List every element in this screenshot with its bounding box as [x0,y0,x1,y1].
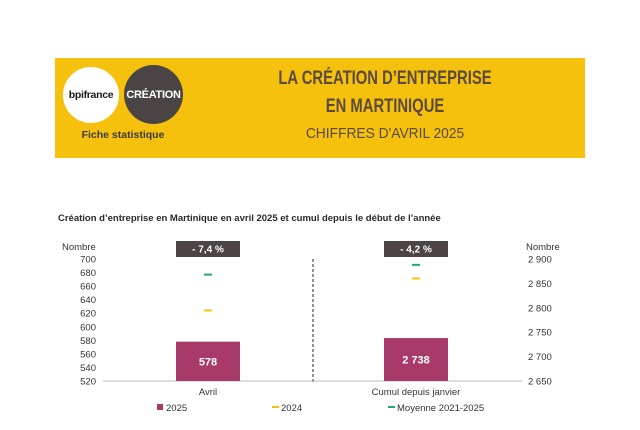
change-badge [176,241,240,257]
left-axis-label: Nombre [62,242,96,253]
change-badge-text: - 4,2 % [400,245,432,256]
right-axis-label: Nombre [526,242,560,253]
page-subtitle: CHIFFRES D'AVRIL 2025 [305,125,465,142]
creation-logo: CRÉATION [124,65,183,124]
right-tick-label: 2 850 [528,279,552,290]
legend-label-2024: 2024 [281,403,302,414]
creation-logo-text: CRÉATION [126,88,181,101]
legend-label-2025: 2025 [166,403,187,414]
legend-label-average: Moyenne 2021-2025 [397,403,484,414]
right-tick-label: 2 650 [528,377,552,388]
left-tick-label: 680 [80,268,96,279]
bar-2025 [384,338,448,381]
left-tick-label: 600 [80,322,96,333]
right-tick-label: 2 800 [528,303,552,314]
bar-2025 [176,341,240,381]
right-tick-label: 2 700 [528,352,552,363]
page-title-line1: LA CRÉATION D’ENTREPRISE [278,68,492,89]
left-tick-label: 580 [80,336,96,347]
category-label: Cumul depuis janvier [372,387,461,398]
bar-value-label: 2 738 [402,355,430,367]
page-title-line2: EN MARTINIQUE [325,96,445,117]
left-tick-label: 700 [80,255,96,266]
left-tick-label: 620 [80,309,96,320]
bpifrance-logo: bpifrance [63,67,119,123]
change-badge [384,241,448,257]
header-banner: bpifrance CRÉATION Fiche statistique LA … [55,58,585,158]
chart-title: Création d’entreprise en Martinique en a… [58,213,441,224]
right-tick-label: 2 750 [528,328,552,339]
legend-swatch-2025 [157,404,163,410]
left-tick-label: 540 [80,363,96,374]
left-tick-label: 640 [80,295,96,306]
right-tick-label: 2 900 [528,255,552,266]
category-label: Avril [199,387,217,398]
bar-value-label: 578 [199,356,217,368]
left-tick-label: 520 [80,377,96,388]
bpifrance-logo-text: bpifrance [68,89,114,101]
change-badge-text: - 7,4 % [192,245,224,256]
fiche-label: Fiche statistique [81,129,165,141]
left-tick-label: 560 [80,349,96,360]
left-tick-label: 660 [80,282,96,293]
